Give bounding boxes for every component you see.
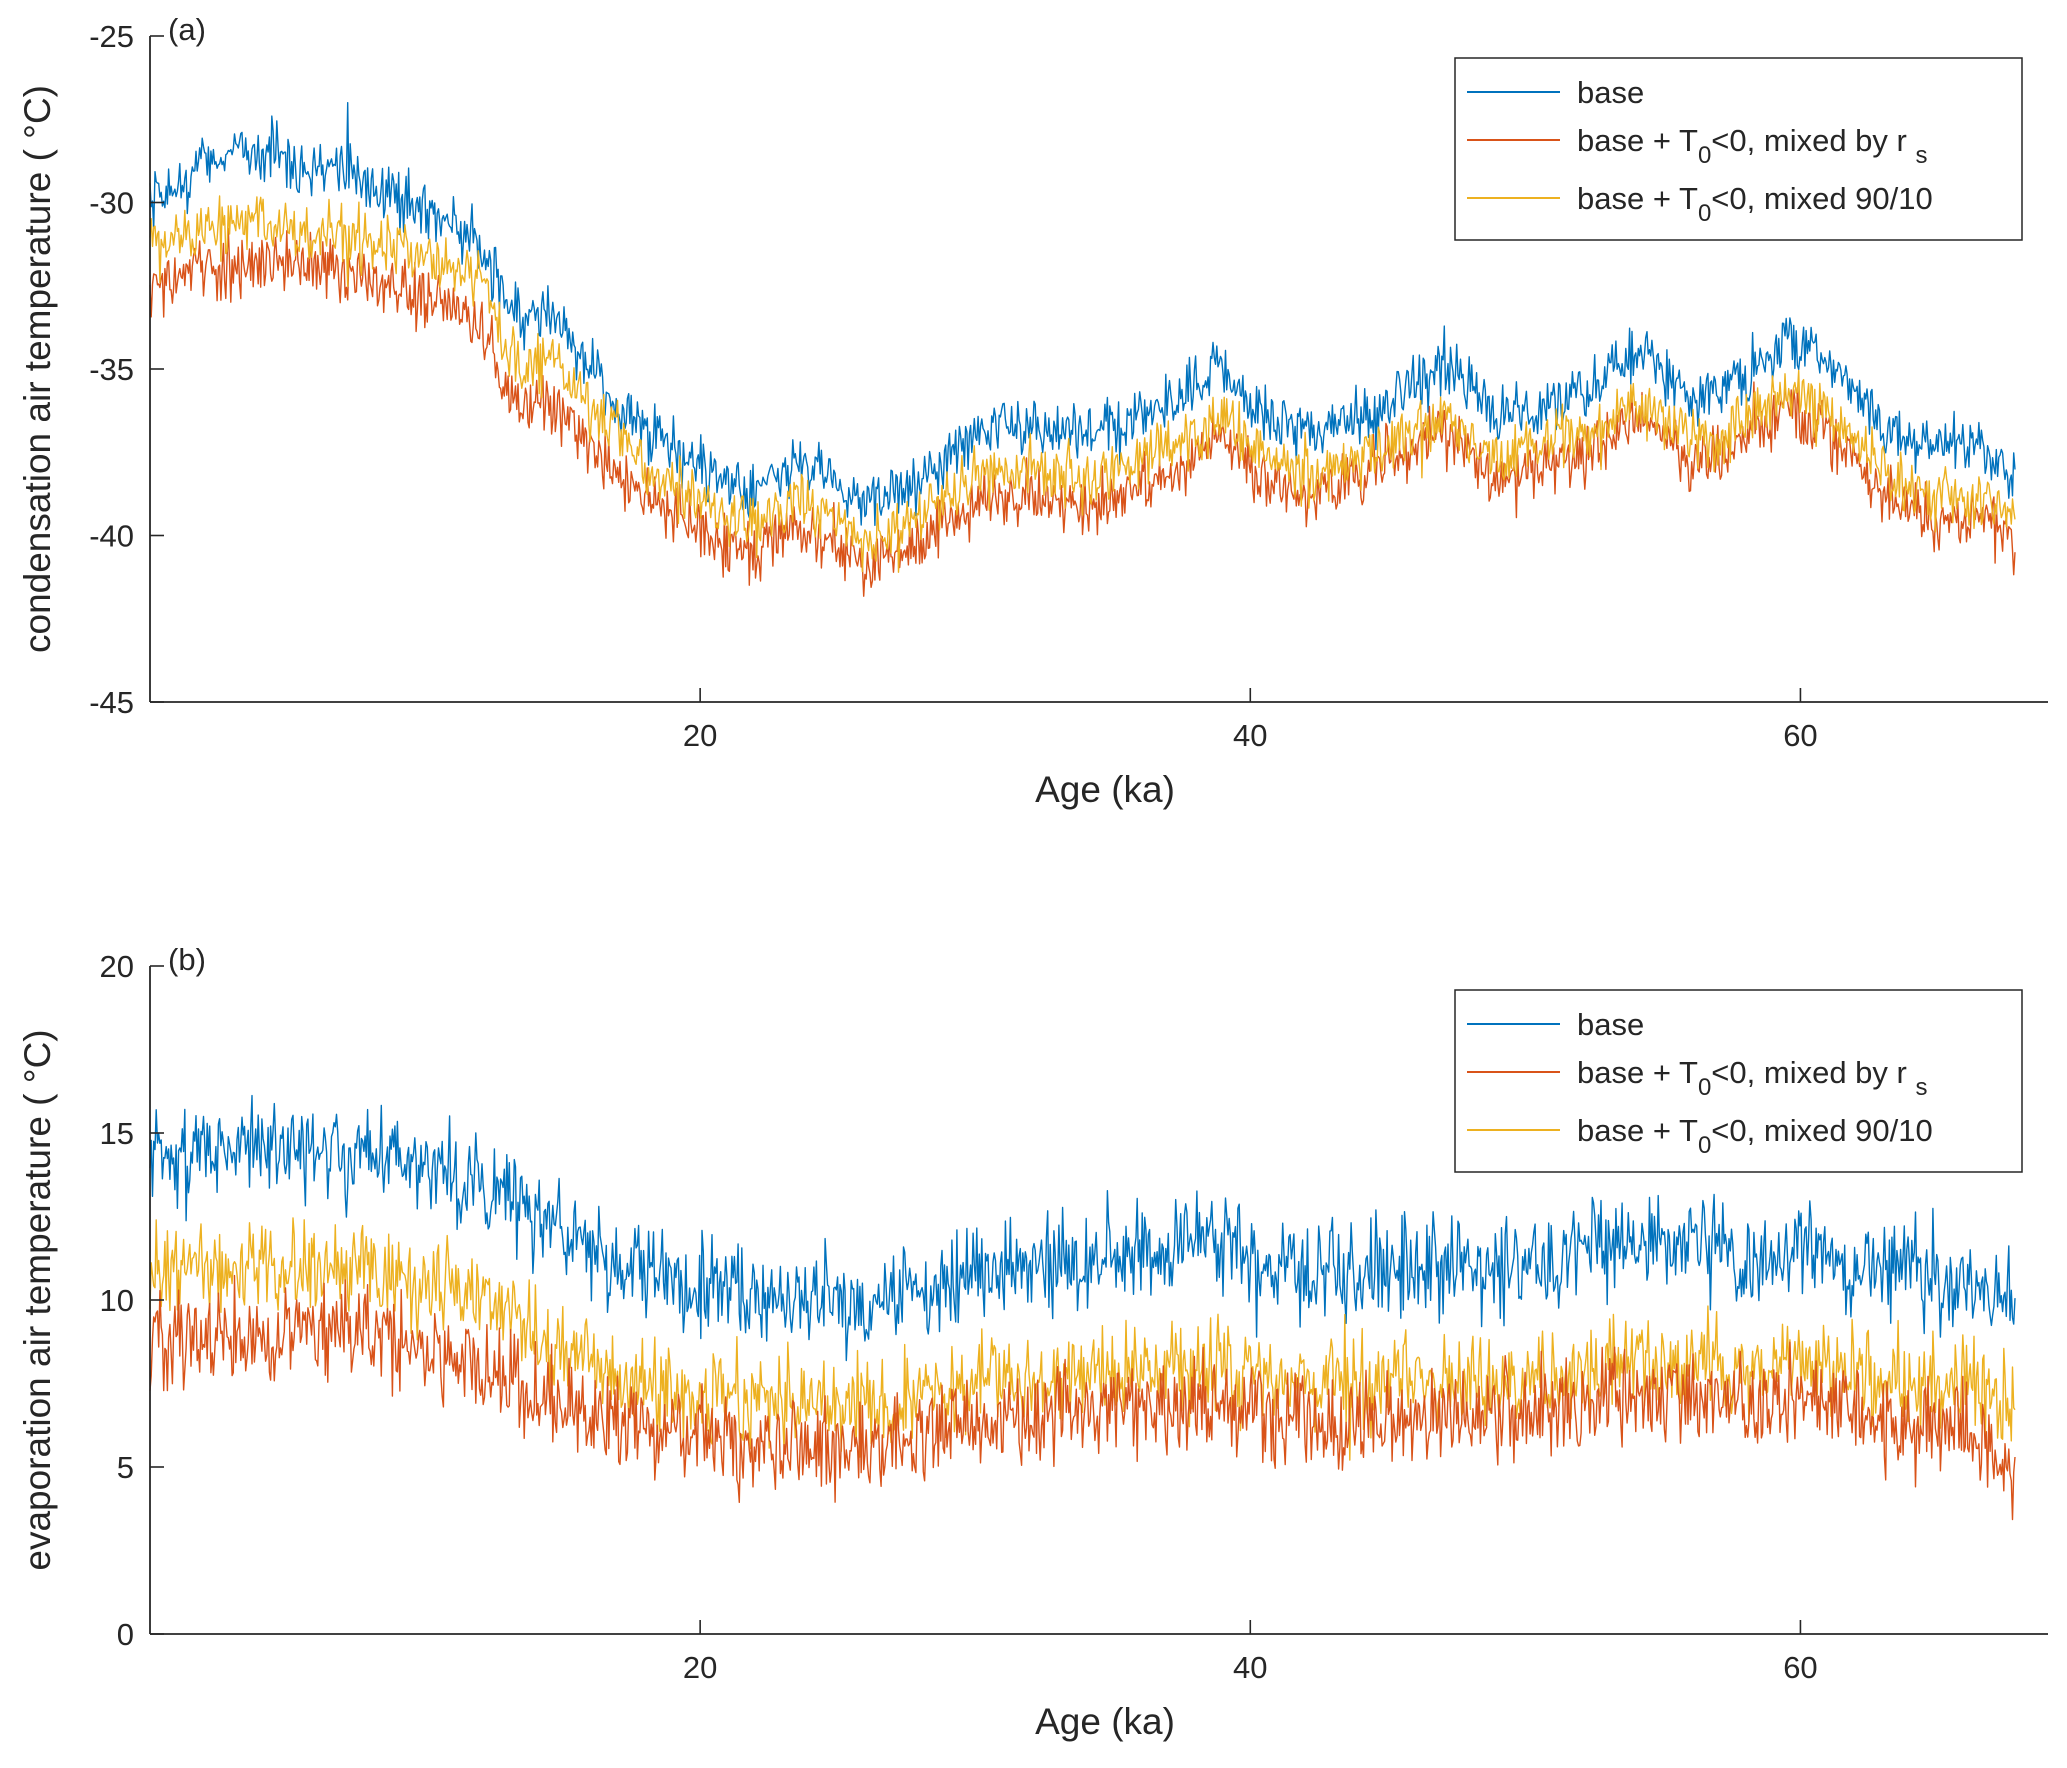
legend-label-1: base xyxy=(1577,1007,1644,1042)
y-tick-label: -25 xyxy=(89,19,134,54)
legend-label-3: base + T0<0, mixed 90/10 xyxy=(1577,181,1933,227)
series-line-2 xyxy=(149,1274,2016,1521)
panel-label: (b) xyxy=(168,942,206,977)
legend-box xyxy=(1454,57,2023,241)
series-line-1 xyxy=(149,102,2016,526)
legend: base base + T0<0, mixed by r s base + T0<0… xyxy=(1454,989,2023,1173)
y-axis-label: evaporation air temperature ( °C) xyxy=(17,1029,58,1570)
legend-label-2: base + T0<0, mixed by r s xyxy=(1577,1055,1927,1101)
y-axis-label: condensation air temperature ( °C) xyxy=(17,85,58,653)
y-tick-label: -30 xyxy=(89,186,134,221)
y-tick-label: 20 xyxy=(100,949,134,984)
x-tick-label: 40 xyxy=(1233,1650,1267,1685)
legend-label-3: base + T0<0, mixed 90/10 xyxy=(1577,1113,1933,1159)
x-tick-label: 60 xyxy=(1783,718,1817,753)
y-tick-label: -45 xyxy=(89,685,134,720)
legend-label-2: base + T0<0, mixed by r s xyxy=(1577,123,1927,169)
legend-box xyxy=(1454,989,2023,1173)
series-line-3 xyxy=(149,195,2016,573)
y-tick-label: 15 xyxy=(100,1116,134,1151)
panel-b: 0 5 10 15 20 20 40 60 Age (ka) evaporation air te… xyxy=(17,942,2048,1742)
y-tick-label: -40 xyxy=(89,519,134,554)
legend-label-1: base xyxy=(1577,75,1644,110)
y-tick-label: 10 xyxy=(100,1283,134,1318)
x-tick-label: 20 xyxy=(683,1650,717,1685)
series-line-2 xyxy=(149,227,2016,597)
series-line-3 xyxy=(149,1217,2016,1461)
x-axis-label: Age (ka) xyxy=(1035,1701,1175,1742)
panel-a: -45 -40 -35 -30 -25 20 40 60 Age (ka) condensatio… xyxy=(17,12,2048,810)
y-tick-label: 0 xyxy=(117,1617,134,1652)
x-axis-label: Age (ka) xyxy=(1035,769,1175,810)
legend: base base + T0<0, mixed by r s base + T0<0… xyxy=(1454,57,2023,241)
series-line-1 xyxy=(149,1094,2016,1362)
x-tick-label: 60 xyxy=(1783,1650,1817,1685)
y-tick-label: -35 xyxy=(89,352,134,387)
x-tick-label: 40 xyxy=(1233,718,1267,753)
panel-label: (a) xyxy=(168,12,206,47)
x-tick-label: 20 xyxy=(683,718,717,753)
y-tick-label: 5 xyxy=(117,1450,134,1485)
